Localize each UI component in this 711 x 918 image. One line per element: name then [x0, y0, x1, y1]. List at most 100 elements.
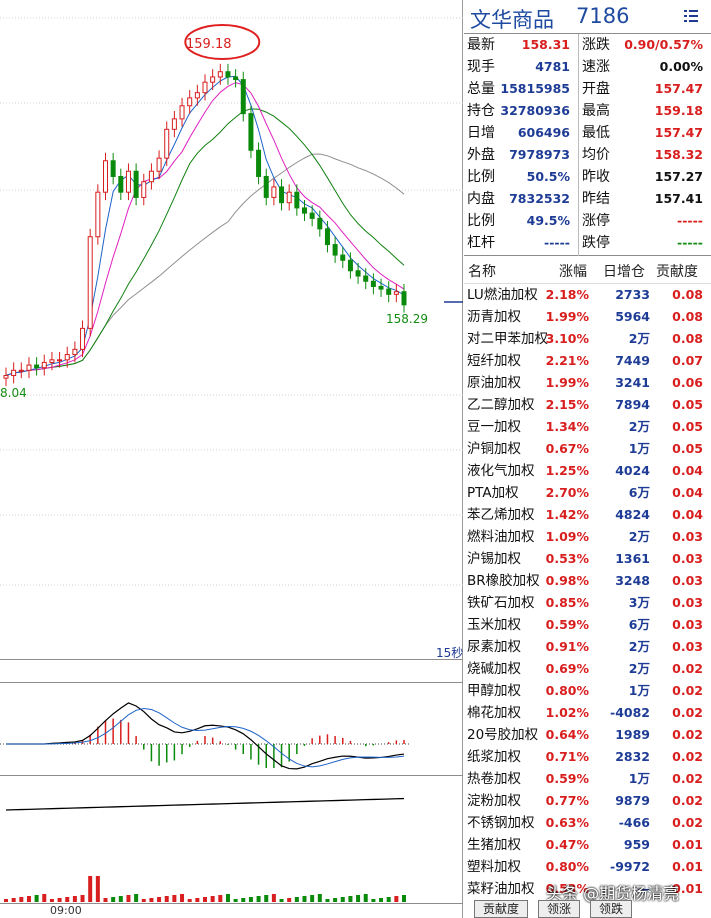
row-name: 玉米加权 [467, 617, 521, 633]
interval-label[interactable]: 15秒 [436, 646, 464, 660]
macd-dea-line [6, 707, 405, 768]
row-name: 烧碱加权 [467, 661, 521, 677]
quote-label: 杠杆 [467, 235, 495, 251]
table-row[interactable]: 热卷加权 0.59% 1万 0.02 [464, 768, 711, 790]
quote-label: 总量 [467, 81, 495, 97]
row-change: 1.99% [545, 309, 589, 324]
table-row[interactable]: 甲醇加权 0.80% 1万 0.02 [464, 680, 711, 702]
col-oi-header[interactable]: 日增仓 [603, 264, 645, 280]
quote-label: 外盘 [467, 147, 495, 163]
table-row[interactable]: 苯乙烯加权 1.42% 4824 0.04 [464, 504, 711, 526]
volume-bar [65, 897, 70, 902]
volume-bar [95, 876, 100, 902]
table-row[interactable]: 铁矿石加权 0.85% 3万 0.03 [464, 592, 711, 614]
row-contribution: 0.02 [672, 661, 703, 676]
tab-gainers[interactable]: 领涨 [538, 900, 581, 918]
volume-bar [88, 876, 93, 902]
row-contribution: 0.05 [672, 419, 703, 434]
table-row[interactable]: 不锈钢加权 0.63% -466 0.02 [464, 812, 711, 834]
table-row[interactable]: 菜籽油加权 0.53% — 0.01 [464, 878, 711, 900]
candle-body [386, 288, 392, 295]
table-row[interactable]: 液化气加权 1.25% 4024 0.04 [464, 460, 711, 482]
candle-body [110, 160, 116, 177]
row-contribution: 0.08 [672, 331, 703, 346]
volume-bar [317, 894, 322, 902]
table-row[interactable]: 玉米加权 0.59% 6万 0.03 [464, 614, 711, 636]
chart-area[interactable]: 159.18 158.29 8.04 15秒 09:00 [0, 0, 463, 918]
instrument-name: 文华商品 [470, 8, 554, 32]
row-name: 苯乙烯加权 [467, 507, 535, 523]
quote-panel: 文华商品 7186 最新 158.31 现手 4781 总量 15815985 持仓 3278… [464, 0, 711, 918]
quote-row: 比例 49.5% [464, 210, 578, 232]
row-change: 1.02% [545, 705, 589, 720]
candle-body [95, 191, 101, 238]
table-row[interactable]: BR橡胶加权 0.98% 3248 0.03 [464, 570, 711, 592]
table-row[interactable]: 沪铜加权 0.67% 1万 0.05 [464, 438, 711, 460]
table-row[interactable]: 燃料油加权 1.09% 2万 0.03 [464, 526, 711, 548]
table-row[interactable]: 棉花加权 1.02% -4082 0.02 [464, 702, 711, 724]
table-row[interactable]: 沪锡加权 0.53% 1361 0.03 [464, 548, 711, 570]
tab-losers[interactable]: 领跌 [590, 900, 633, 918]
volume-bar [294, 897, 299, 902]
row-oi-change: 1361 [615, 551, 650, 566]
row-name: 豆一加权 [467, 419, 521, 435]
row-name: 纸浆加权 [467, 749, 521, 765]
quote-label: 比例 [467, 169, 495, 185]
table-row[interactable]: LU燃油加权 2.18% 2733 0.08 [464, 284, 711, 306]
quote-value: 157.41 [654, 191, 703, 206]
candle-body [179, 105, 185, 120]
volume-bar [111, 897, 116, 902]
candle-body [118, 175, 124, 193]
chart-canvas[interactable] [0, 0, 463, 918]
table-row[interactable]: 生猪加权 0.47% 959 0.01 [464, 834, 711, 856]
row-contribution: 0.01 [672, 859, 703, 874]
table-row[interactable]: 尿素加权 0.91% 2万 0.03 [464, 636, 711, 658]
row-change: 0.47% [545, 837, 589, 852]
table-row[interactable]: 20号胶加权 0.64% 1989 0.02 [464, 724, 711, 746]
volume-bar [57, 898, 62, 902]
candle-body [309, 212, 315, 219]
col-name-header[interactable]: 名称 [468, 264, 496, 280]
col-pct-header[interactable]: 涨幅 [559, 264, 587, 280]
peak-price-label: 159.18 [186, 37, 232, 52]
table-row[interactable]: 原油加权 1.99% 3241 0.06 [464, 372, 711, 394]
row-contribution: 0.06 [672, 375, 703, 390]
row-contribution: 0.02 [672, 749, 703, 764]
table-row[interactable]: 烧碱加权 0.69% 2万 0.02 [464, 658, 711, 680]
table-row[interactable]: 淀粉加权 0.77% 9879 0.02 [464, 790, 711, 812]
candle-body [401, 291, 407, 306]
candle-body [164, 128, 170, 159]
row-name: 生猪加权 [467, 837, 521, 853]
table-row[interactable]: 纸浆加权 0.71% 2832 0.02 [464, 746, 711, 768]
candle-body [148, 170, 154, 183]
row-change: 0.80% [545, 859, 589, 874]
table-row[interactable]: 塑料加权 0.80% -9972 0.01 [464, 856, 711, 878]
volume-bar [225, 894, 230, 902]
volume-bar [279, 899, 284, 902]
table-row[interactable]: 沥青加权 1.99% 5964 0.08 [464, 306, 711, 328]
quote-value: 49.5% [526, 213, 570, 228]
row-contribution: 0.03 [672, 639, 703, 654]
table-row[interactable]: 对二甲苯加权 3.10% 2万 0.08 [464, 328, 711, 350]
table-row[interactable]: PTA加权 2.70% 6万 0.04 [464, 482, 711, 504]
candle-body [171, 118, 177, 130]
quote-row: 杠杆 ----- [464, 232, 578, 254]
volume-bar [371, 899, 376, 902]
time-axis-label: 09:00 [50, 904, 82, 917]
quote-right-column: 涨跌 0.90/0.57% 速涨 0.00% 开盘 157.47 最高 159.18 最低 157… [579, 34, 711, 254]
table-row[interactable]: 乙二醇加权 2.15% 7894 0.05 [464, 394, 711, 416]
menu-icon[interactable] [683, 8, 699, 24]
table-row[interactable]: 豆一加权 1.34% 2万 0.05 [464, 416, 711, 438]
volume-bar [325, 899, 330, 902]
tab-contribution[interactable]: 贡献度 [474, 900, 529, 918]
table-row[interactable]: 短纤加权 2.21% 7449 0.07 [464, 350, 711, 372]
volume-bar [264, 895, 269, 902]
row-contribution: 0.08 [672, 287, 703, 302]
volume-bar [233, 899, 238, 902]
panel-divider [0, 659, 463, 660]
row-oi-change: 7894 [615, 397, 650, 412]
col-contrib-header[interactable]: 贡献度 [656, 264, 698, 280]
quote-value: ----- [677, 213, 703, 228]
row-name: 塑料加权 [467, 859, 521, 875]
row-change: 0.53% [545, 551, 589, 566]
